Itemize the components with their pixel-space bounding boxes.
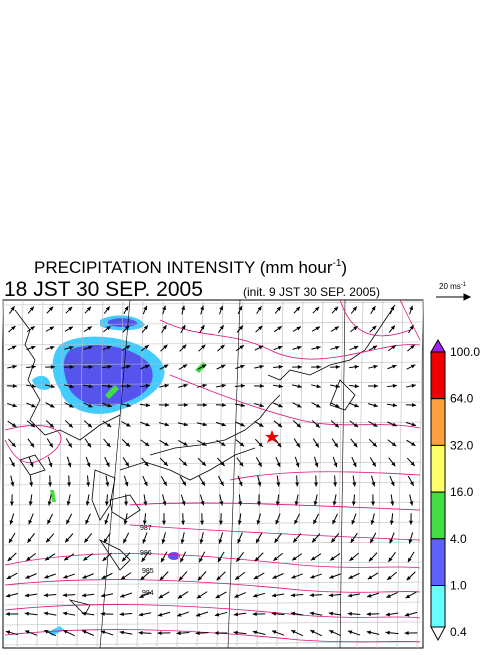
wind-scale-arrow [436,294,470,300]
title: PRECIPITATION INTENSITY (mm hour-1) [34,258,347,277]
scale-label: 4.0 [450,532,467,546]
scale-label: 16.0 [450,485,474,499]
isobar-label: 986 [140,550,152,557]
scale-label: 0.4 [450,625,467,639]
wind-scale-text: 20 ms [439,282,461,291]
valid-time: 18 JST 30 SEP. 2005 [4,278,203,301]
title-text: PRECIPITATION INTENSITY (mm hour [34,258,333,277]
init-time: (init. 9 JST 30 SEP. 2005) [243,285,380,299]
scale-label: 1.0 [450,579,467,593]
map: 987 986 985 984 [0,300,423,648]
scale-box [431,445,445,492]
scale-top-triangle [431,340,445,352]
wind-scale-label: 20 ms-1 [439,282,467,291]
scale-label: 32.0 [450,438,474,452]
scale-box [431,586,445,628]
title-end: ) [341,258,347,277]
scale-box [431,399,445,446]
scale-box [431,352,445,399]
isobar-label: 985 [142,568,154,575]
scale-bottom-triangle [431,627,445,640]
isobar-label: 987 [140,525,152,532]
color-scale: 100.0 64.0 32.0 16.0 4.0 1.0 0.4 [431,340,480,640]
wind-scale-sup: -1 [461,282,467,288]
isobar-label: 984 [142,590,154,597]
scale-box [431,539,445,586]
scale-box [431,492,445,539]
scale-label: 64.0 [450,392,474,406]
scale-label: 100.0 [450,345,480,359]
